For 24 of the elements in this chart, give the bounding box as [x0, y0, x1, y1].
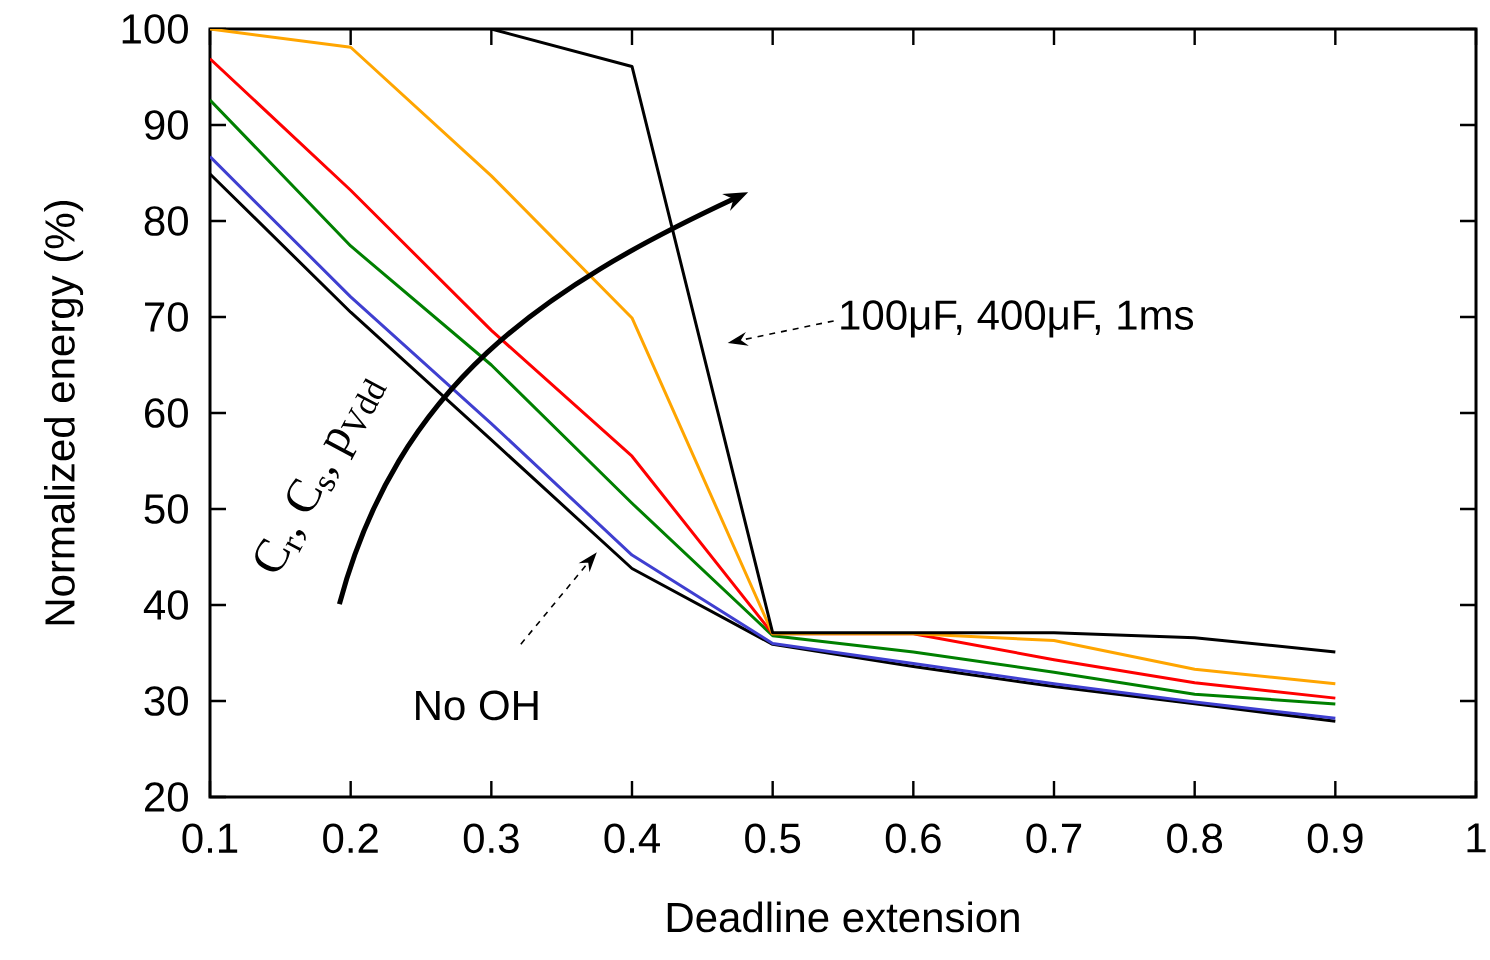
x-tick-label: 0.3 [463, 823, 519, 854]
x-tick-label: 0.5 [745, 823, 801, 854]
annotation: 100μF, 400μF, 1ms [841, 300, 1194, 338]
x-tick-label: 1 [1467, 823, 1486, 853]
x-tick-label: 0.1 [182, 823, 238, 854]
y-tick-label: 80 [144, 206, 188, 236]
y-tick-label: 50 [144, 494, 188, 524]
y-tick-label: 70 [145, 302, 188, 332]
y-tick-label: 100 [122, 14, 188, 44]
x-tick-label: 0.9 [1307, 823, 1363, 854]
x-tick-label: 0.7 [1026, 823, 1082, 854]
x-axis-title: Deadline extension [667, 901, 1019, 933]
x-tick-label: 0.2 [323, 823, 378, 854]
y-tick-label: 20 [145, 782, 188, 812]
y-tick-label: 30 [144, 686, 188, 716]
y-tick-label: 90 [144, 110, 188, 140]
x-tick-label: 0.4 [604, 823, 660, 854]
annotation: C$_{r}$, C$_{s}$, p$_{Vdd}$ [255, 378, 388, 572]
y-tick-label: 60 [145, 398, 188, 428]
annotation: No OH [416, 690, 538, 721]
x-tick-label: 0.8 [1167, 823, 1223, 854]
y-axis-title: Normalized energy (%) [43, 200, 84, 625]
y-tick-label: 40 [143, 590, 188, 620]
x-tick-label: 0.6 [885, 823, 941, 854]
